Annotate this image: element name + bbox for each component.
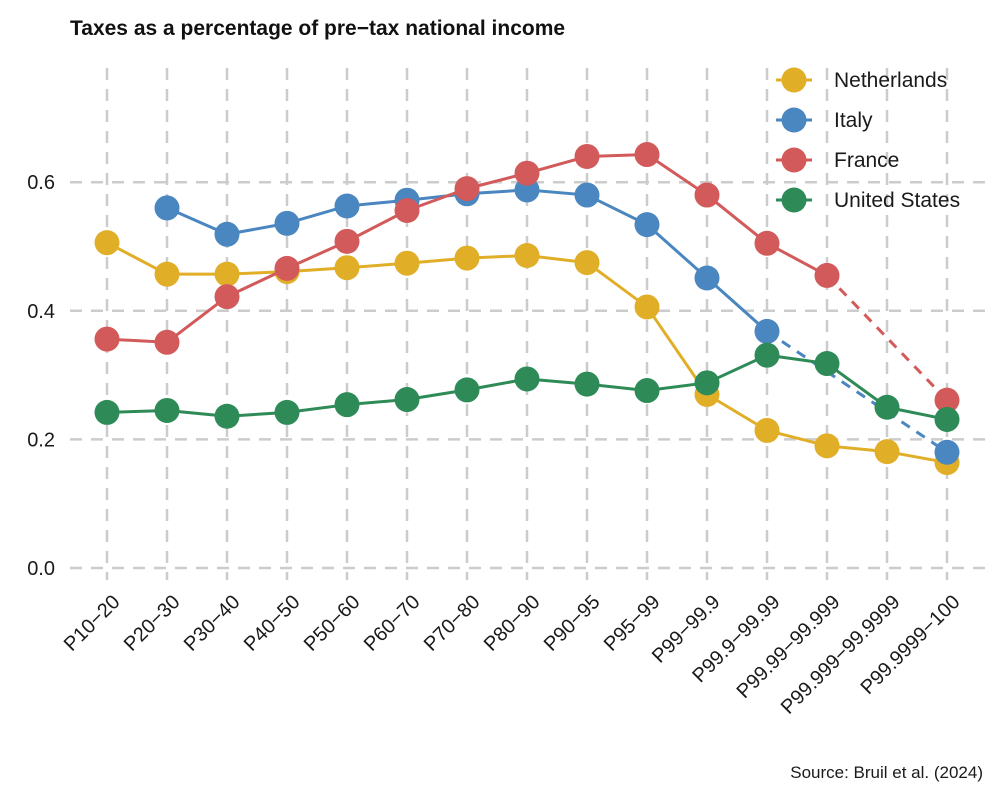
grid-lines	[70, 68, 985, 580]
data-point	[274, 210, 300, 236]
data-point	[394, 250, 420, 276]
series-line-segment	[645, 223, 709, 280]
data-point	[154, 397, 180, 423]
data-point	[754, 417, 780, 443]
data-point	[694, 370, 720, 396]
data-point	[934, 439, 960, 465]
data-point	[214, 403, 240, 429]
data-point	[94, 326, 120, 352]
x-tick-label: P70−80	[420, 591, 485, 656]
data-point	[754, 342, 780, 368]
data-point	[94, 399, 120, 425]
data-point	[814, 262, 840, 288]
data-point	[634, 142, 660, 168]
data-point	[274, 399, 300, 425]
data-point	[574, 371, 600, 397]
data-point	[754, 318, 780, 344]
legend-label: Netherlands	[834, 69, 947, 92]
y-axis-ticks: 0.0 0.2 0.4 0.6	[27, 172, 55, 580]
legend-marker	[781, 67, 807, 93]
data-point	[934, 387, 960, 413]
y-tick-label: 0.2	[27, 429, 55, 451]
legend: Netherlands Italy France United States	[776, 67, 960, 213]
legend-marker	[781, 187, 807, 213]
data-point	[214, 261, 240, 287]
x-tick-label: P30−40	[180, 591, 245, 656]
data-point	[214, 221, 240, 247]
data-point	[514, 243, 540, 269]
data-point	[394, 197, 420, 223]
legend-marker	[781, 107, 807, 133]
x-tick-label: P50−60	[300, 591, 365, 656]
data-point	[634, 378, 660, 404]
x-tick-label: P90−95	[540, 591, 605, 656]
data-point	[814, 351, 840, 377]
data-point	[514, 160, 540, 186]
series-line-segment	[766, 330, 948, 454]
series-layer	[94, 142, 960, 476]
data-point	[334, 193, 360, 219]
data-point	[814, 433, 840, 459]
source-note: Source: Bruil et al. (2024)	[790, 763, 983, 782]
series-line-segment	[825, 274, 949, 402]
data-point	[754, 230, 780, 256]
data-point	[454, 377, 480, 403]
series-group	[94, 342, 960, 432]
data-point	[334, 255, 360, 281]
x-tick-label: P80−90	[480, 591, 545, 656]
data-point	[154, 329, 180, 355]
data-point	[574, 143, 600, 169]
data-point	[514, 366, 540, 392]
data-point	[454, 245, 480, 271]
legend-marker	[781, 147, 807, 173]
series-group	[154, 177, 960, 465]
series-group	[94, 142, 960, 413]
y-tick-label: 0.6	[27, 172, 55, 194]
data-point	[214, 284, 240, 310]
x-tick-label: P10−20	[60, 591, 125, 656]
data-point	[574, 182, 600, 208]
data-point	[574, 250, 600, 276]
x-tick-label: P60−70	[360, 591, 425, 656]
data-point	[334, 228, 360, 254]
data-point	[634, 212, 660, 238]
data-point	[694, 182, 720, 208]
x-tick-label: P40−50	[240, 591, 305, 656]
data-point	[454, 176, 480, 202]
series-line-segment	[705, 276, 769, 333]
y-tick-label: 0.0	[27, 558, 55, 580]
legend-label: United States	[834, 189, 960, 212]
series-line-segment	[165, 295, 229, 344]
data-point	[934, 406, 960, 432]
data-point	[154, 195, 180, 221]
series-line-segment	[705, 193, 769, 245]
data-point	[394, 387, 420, 413]
data-point	[274, 255, 300, 281]
legend-label: France	[834, 149, 899, 172]
data-point	[154, 261, 180, 287]
y-tick-label: 0.4	[27, 301, 55, 323]
legend-label: Italy	[834, 109, 873, 132]
data-point	[334, 392, 360, 418]
x-axis-ticks: P10−20P20−30P30−40P40−50P50−60P60−70P70−…	[60, 591, 965, 719]
x-tick-label: P20−30	[120, 591, 185, 656]
chart-title: Taxes as a percentage of pre−tax nationa…	[70, 17, 565, 40]
data-point	[634, 294, 660, 320]
data-point	[874, 394, 900, 420]
data-point	[694, 265, 720, 291]
data-point	[94, 230, 120, 256]
data-point	[874, 439, 900, 465]
x-tick-label: P99.99−99.999	[733, 591, 845, 703]
